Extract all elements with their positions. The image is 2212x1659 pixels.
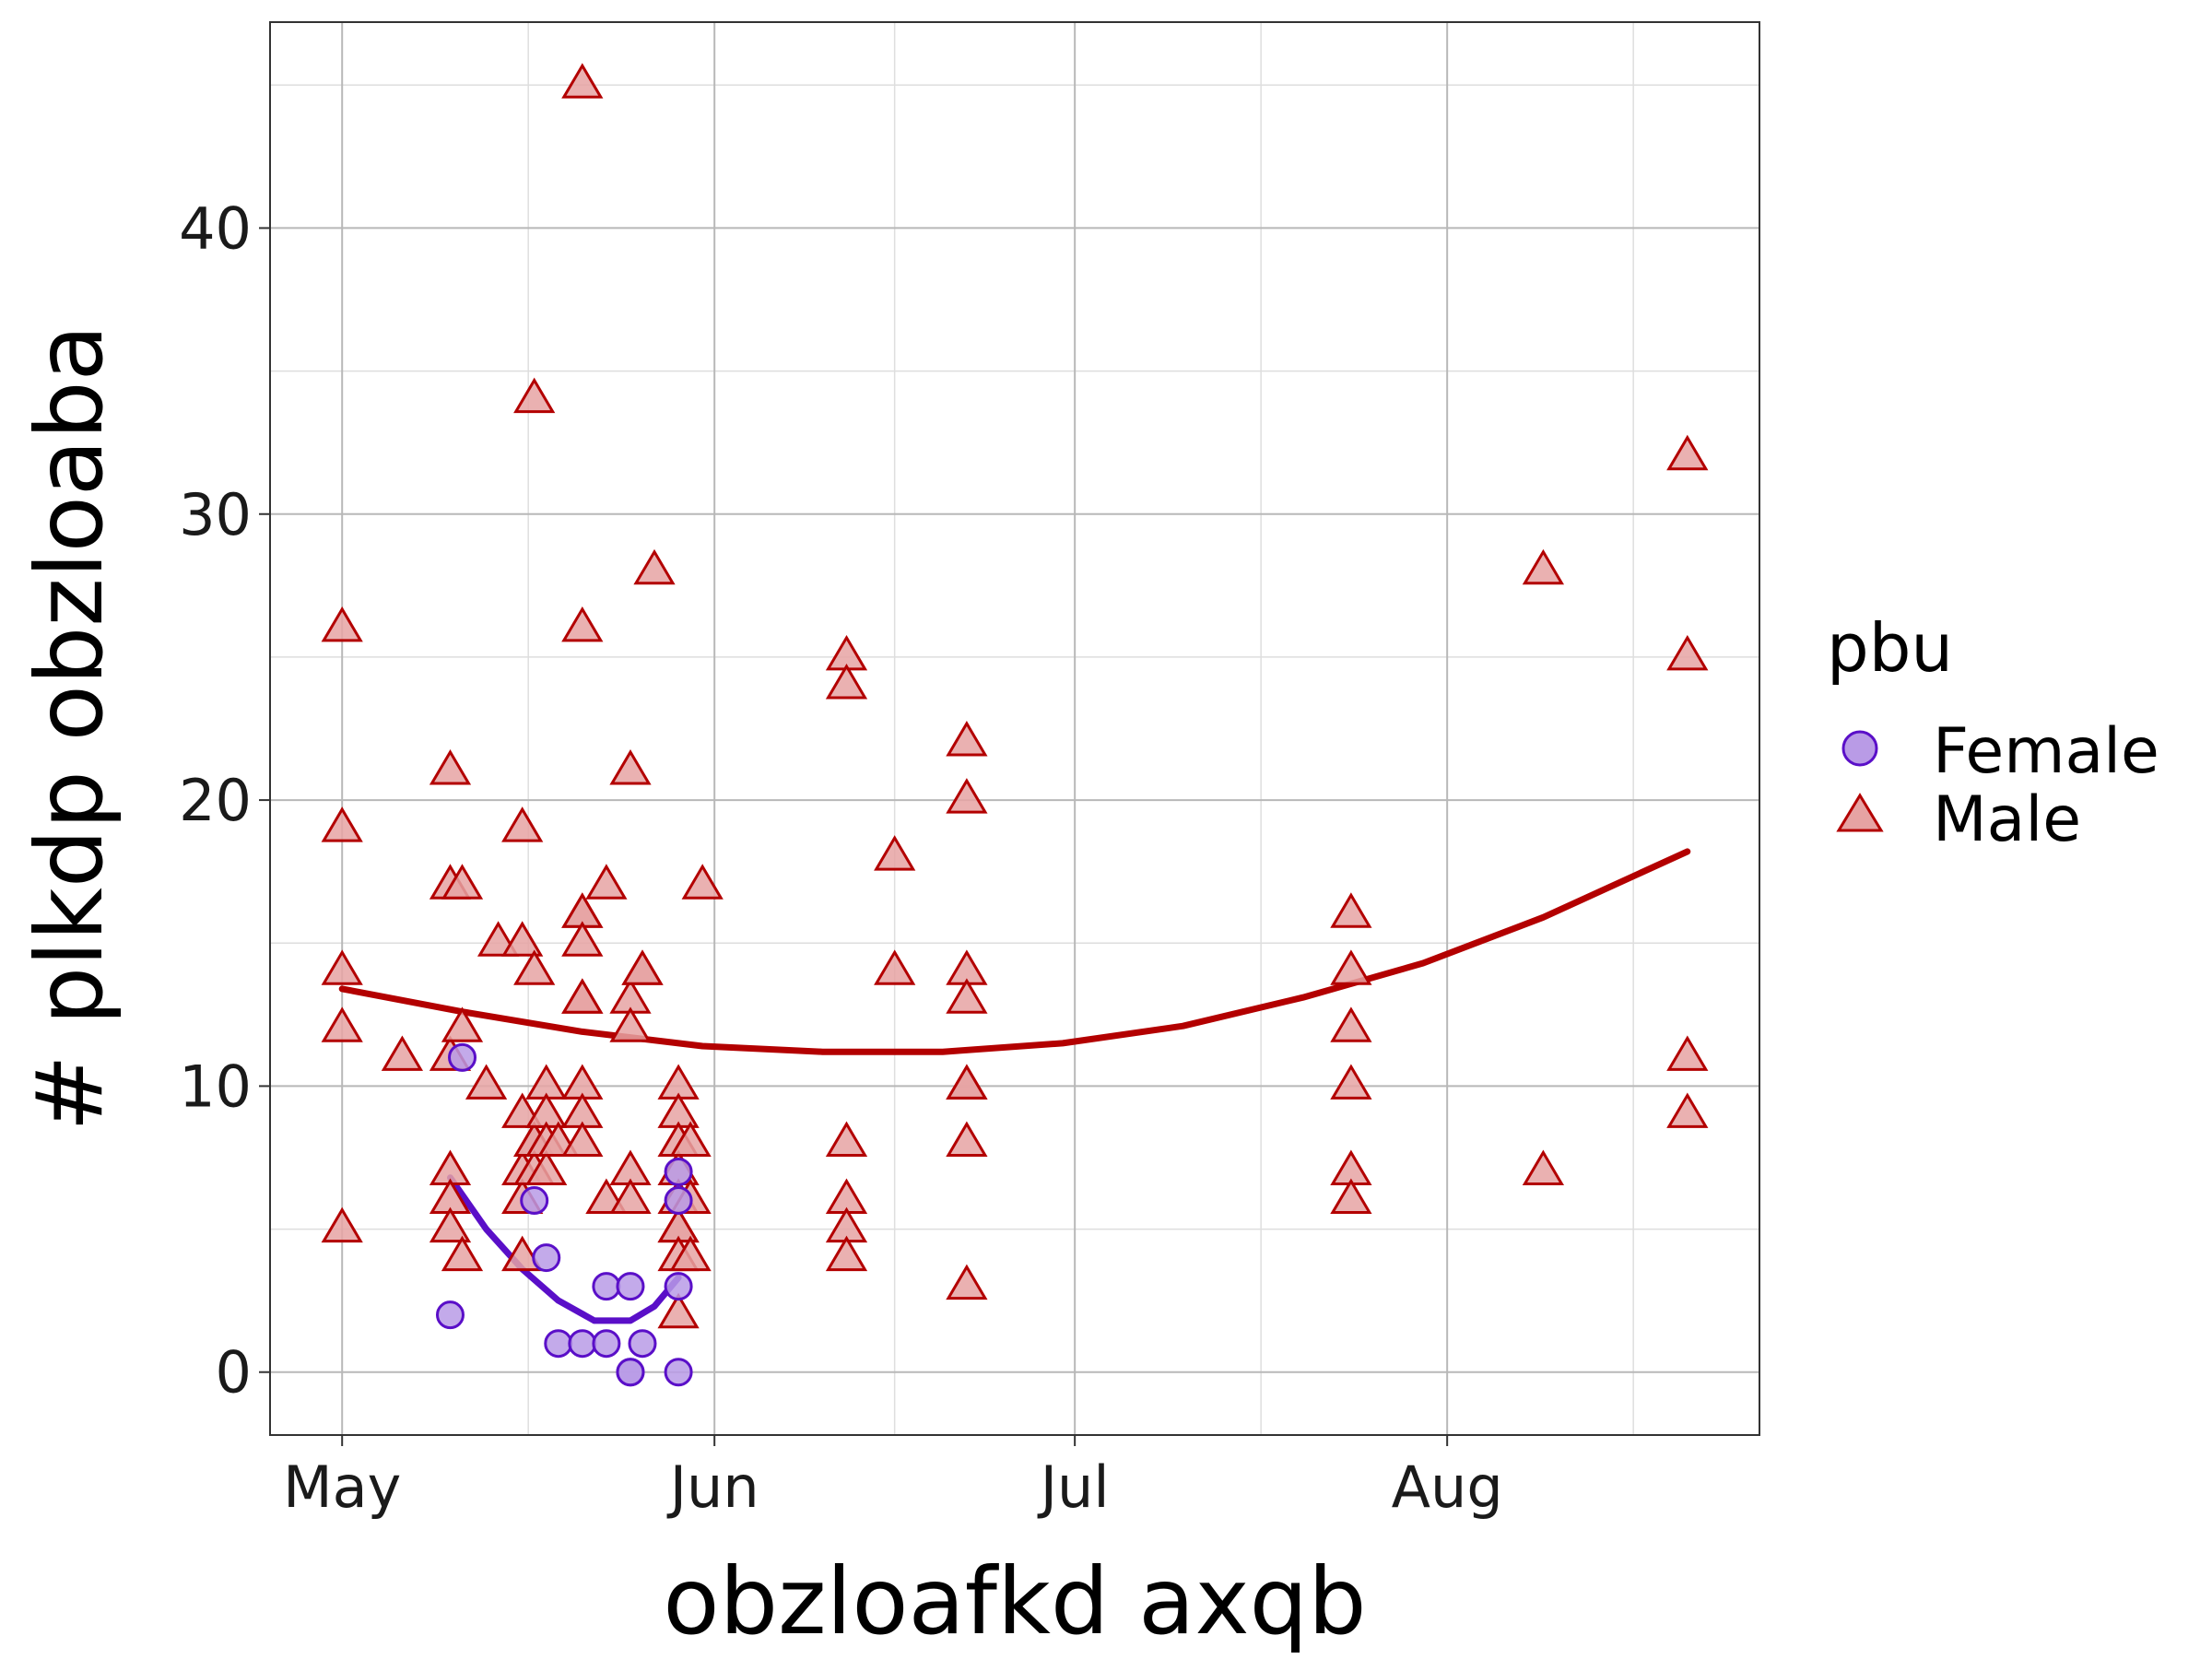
x-tick-label: May [283, 1453, 401, 1521]
female-point [616, 1272, 645, 1301]
legend-male-label: Male [1933, 783, 2081, 856]
male-point [1522, 1149, 1565, 1185]
male-point [321, 1006, 363, 1042]
male-point [825, 664, 868, 700]
male-point [1522, 548, 1565, 585]
male-point [321, 949, 363, 985]
male-point [1666, 634, 1709, 671]
male-point [429, 749, 472, 785]
male-point [513, 949, 556, 985]
male-point [585, 864, 628, 900]
y-tick-label: 0 [216, 1339, 252, 1406]
data-points [321, 63, 1709, 1387]
female-trend-line [447, 1174, 682, 1324]
male-point [321, 606, 363, 642]
x-tick-label: Jun [666, 1453, 759, 1521]
male-point [501, 806, 544, 842]
trend-lines [338, 848, 1691, 1324]
male-point [1330, 892, 1372, 928]
female-point [568, 1329, 597, 1359]
male-point [874, 949, 916, 985]
male-point [681, 864, 724, 900]
legend-title: pbu [1827, 609, 1953, 687]
female-point [435, 1300, 465, 1330]
male-point [1666, 1035, 1709, 1071]
male-point [946, 1121, 988, 1157]
male-point [501, 921, 544, 957]
male-point [561, 1121, 604, 1157]
minor-gridlines [270, 22, 1759, 1435]
male-point [669, 1121, 712, 1157]
female-point [592, 1329, 621, 1359]
male-point [825, 1121, 868, 1157]
male-point [1330, 1178, 1372, 1214]
male-point [561, 921, 604, 957]
x-tick-label: Aug [1392, 1453, 1503, 1521]
male-point [825, 1235, 868, 1272]
male-point [561, 606, 604, 642]
x-tick-label: Jul [1037, 1453, 1110, 1521]
female-point [544, 1329, 573, 1359]
male-point [946, 1264, 988, 1300]
male-point [321, 1206, 363, 1243]
male-point [1666, 434, 1709, 471]
male-point [1330, 949, 1372, 985]
female-point [592, 1272, 621, 1301]
female-point [520, 1186, 549, 1216]
male-point [946, 978, 988, 1014]
legend-female-swatch [1841, 730, 1878, 767]
male-point [621, 949, 664, 985]
male-point [609, 1006, 652, 1042]
female-point [664, 1186, 693, 1216]
y-tick-label: 10 [179, 1053, 252, 1120]
y-axis-ticks: 0 10 20 30 40 [179, 194, 270, 1406]
y-tick-label: 20 [179, 767, 252, 834]
female-point [616, 1358, 645, 1387]
male-point [609, 1178, 652, 1214]
male-point [561, 63, 604, 99]
female-point [664, 1272, 693, 1301]
male-point [874, 835, 916, 871]
male-point [946, 778, 988, 814]
male-point [609, 749, 652, 785]
male-point [441, 1235, 484, 1272]
female-point [664, 1158, 693, 1187]
male-point [657, 1292, 700, 1329]
male-point [1330, 1006, 1372, 1042]
legend: pbu Female Male [1827, 609, 2159, 856]
male-point [441, 864, 484, 900]
male-point [525, 1149, 568, 1185]
male-point [465, 1064, 508, 1100]
male-point [441, 1006, 484, 1042]
x-axis-title: obzloafkd axqb [663, 1547, 1366, 1655]
y-tick-label: 30 [179, 481, 252, 548]
plot-panel [270, 22, 1759, 1435]
male-trend-line [338, 848, 1691, 1055]
male-point [946, 1064, 988, 1100]
x-axis-ticks: May Jun Jul Aug [283, 1435, 1503, 1521]
plot-border [269, 21, 1760, 1436]
male-point [501, 1235, 544, 1272]
male-point [1666, 1092, 1709, 1128]
male-point [381, 1035, 424, 1071]
legend-female-label: Female [1933, 715, 2159, 788]
male-point [633, 548, 676, 585]
male-point [946, 721, 988, 757]
y-tick-label: 40 [179, 194, 252, 262]
male-point [669, 1235, 712, 1272]
male-point [321, 806, 363, 842]
male-point [429, 1206, 472, 1243]
female-point [628, 1329, 657, 1359]
female-point [664, 1358, 693, 1387]
male-point [1330, 1064, 1372, 1100]
male-point [513, 377, 556, 414]
male-point [561, 978, 604, 1014]
female-point [532, 1243, 561, 1273]
female-point [448, 1042, 477, 1072]
legend-male-swatch [1836, 793, 1884, 832]
major-gridlines [270, 22, 1759, 1435]
y-axis-title: # plkdp obzloaba [16, 324, 124, 1132]
